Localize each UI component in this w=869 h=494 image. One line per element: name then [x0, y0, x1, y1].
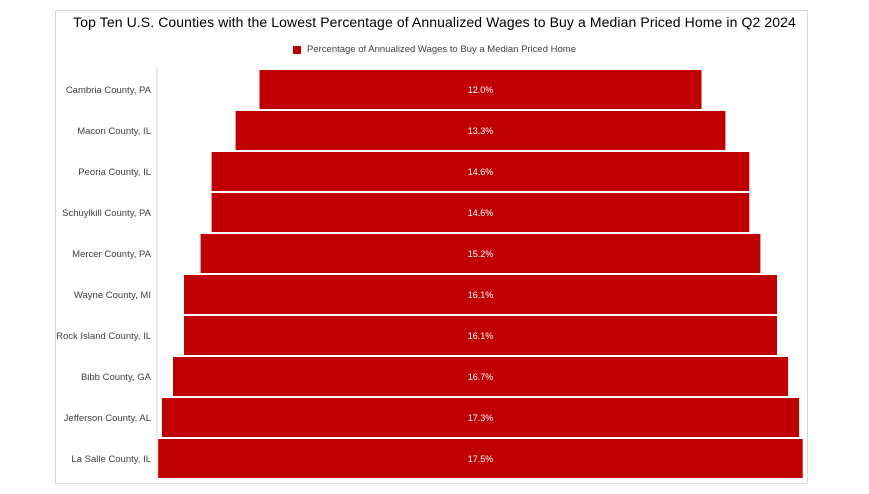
- bar: [211, 193, 750, 232]
- category-label: Peoria County, IL: [78, 167, 151, 178]
- category-label: Schuylkill County, PA: [62, 208, 152, 219]
- bar: [173, 357, 789, 396]
- category-label: Bibb County, GA: [81, 372, 152, 383]
- bar: [161, 398, 800, 437]
- bar: [184, 316, 777, 355]
- category-label: La Salle County, IL: [71, 454, 151, 465]
- data-label: 15.2%: [468, 249, 494, 259]
- data-label: 17.5%: [468, 454, 494, 464]
- bar: [211, 152, 750, 191]
- data-label: 17.3%: [468, 413, 494, 423]
- bar: [184, 275, 777, 314]
- data-label: 13.3%: [468, 126, 494, 136]
- bar: [235, 111, 726, 150]
- category-label: Macon County, IL: [77, 126, 151, 137]
- chart-title: Top Ten U.S. Counties with the Lowest Pe…: [73, 14, 796, 30]
- legend-swatch: [293, 45, 302, 54]
- category-label: Wayne County, MI: [74, 290, 151, 301]
- legend-label: Percentage of Annualized Wages to Buy a …: [307, 44, 576, 55]
- legend: Percentage of Annualized Wages to Buy a …: [0, 44, 869, 55]
- data-label: 16.1%: [468, 331, 494, 341]
- data-label: 14.6%: [468, 208, 494, 218]
- data-label: 16.1%: [468, 290, 494, 300]
- bar: [259, 70, 702, 109]
- category-label: Mercer County, PA: [72, 249, 152, 260]
- data-label: 16.7%: [468, 372, 494, 382]
- bar: [158, 439, 803, 478]
- data-label: 14.6%: [468, 167, 494, 177]
- category-label: Jefferson County, AL: [64, 413, 151, 424]
- category-label: Rock Island County, IL: [56, 331, 151, 342]
- category-label: Cambria County, PA: [66, 85, 152, 96]
- data-label: 12.0%: [468, 85, 494, 95]
- bar: [200, 234, 761, 273]
